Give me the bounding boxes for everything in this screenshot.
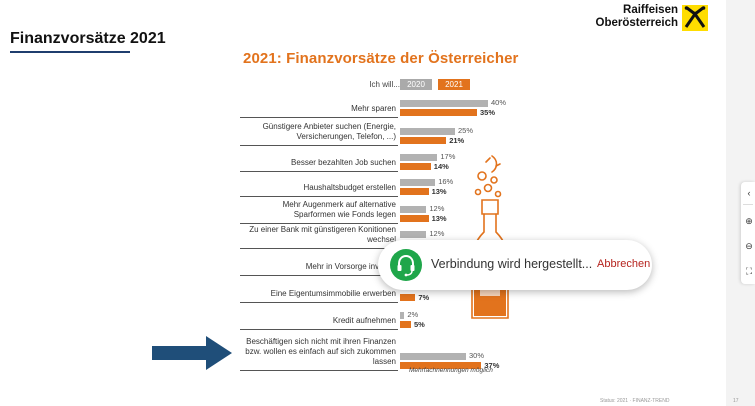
- chart-category-label: Günstigere Anbieter suchen (Energie, Ver…: [262, 122, 396, 141]
- bar-2020: [400, 128, 455, 135]
- bar-2021: [400, 163, 431, 170]
- slide-title: Finanzvorsätze 2021: [10, 30, 166, 47]
- chart-category-row: Besser bezahlten Job suchen: [240, 150, 398, 172]
- chart-category-label: Besser bezahlten Job suchen: [291, 158, 396, 167]
- logo-text: Raiffeisen Oberösterreich: [596, 4, 678, 30]
- chart-category-label: Beschäftigen sich nicht mit ihren Finanz…: [245, 337, 396, 366]
- chart-category-label: Mehr Augenmerk auf alternative Sparforme…: [282, 200, 396, 219]
- zoom-out-icon[interactable]: ⊖: [745, 241, 753, 251]
- bar-2021: [400, 137, 447, 144]
- bar-2020: [400, 179, 436, 186]
- chart-category-row: Günstigere Anbieter suchen (Energie, Ver…: [240, 120, 398, 146]
- bar-2021: [400, 362, 482, 369]
- slide-page-number: 17: [733, 398, 739, 404]
- data-label-2020: 17%: [440, 152, 456, 161]
- chart-category-row: Zu einer Bank mit günstigeren Konitionen…: [240, 225, 398, 249]
- bar-2021: [400, 215, 429, 222]
- chart-category-row: Mehr sparen: [240, 96, 398, 118]
- data-label-2020: 16%: [438, 177, 454, 186]
- data-label-2020: 40%: [491, 98, 507, 107]
- bar-2021: [400, 109, 477, 116]
- chart-title: 2021: Finanzvorsätze der Österreicher: [243, 50, 519, 67]
- fullscreen-icon[interactable]: ⛶: [745, 266, 753, 276]
- chart-category-row: Haushaltsbudget erstellen: [240, 175, 398, 197]
- logo-line-2: Oberösterreich: [595, 17, 678, 29]
- data-label-2021: 13%: [431, 187, 447, 196]
- chart-category-label: Eine Eigentumsimmobilie erwerben: [270, 289, 396, 298]
- cancel-button[interactable]: Abbrechen: [597, 258, 651, 270]
- data-label-2021: 21%: [449, 136, 465, 145]
- raiffeisen-logo: Raiffeisen Oberösterreich: [572, 4, 712, 32]
- collapse-icon[interactable]: ‹: [747, 188, 751, 198]
- bar-2020: [400, 206, 427, 213]
- legend-2021: 2021: [438, 79, 470, 90]
- data-label-2021: 37%: [484, 361, 500, 370]
- data-label-2020: 12%: [429, 204, 445, 213]
- data-label-2020: 2%: [407, 310, 419, 319]
- logo-line-1: Raiffeisen: [623, 4, 678, 16]
- slide-footer-text: Status: 2021 · FINANZ-TREND: [600, 398, 670, 404]
- data-label-2020: 30%: [469, 351, 485, 360]
- chart-header-row: Ich will...: [240, 79, 400, 93]
- chart-category-row: Mehr in Vorsorge investie: [240, 252, 398, 276]
- bar-2021: [400, 188, 429, 195]
- bar-2021: [400, 294, 416, 301]
- bar-2020: [400, 100, 488, 107]
- bar-2021: [400, 321, 411, 328]
- data-label-2021: 14%: [433, 162, 449, 171]
- bar-2020: [400, 312, 405, 319]
- data-label-2020: 12%: [429, 229, 445, 238]
- chart-header-label: Ich will...: [369, 80, 400, 89]
- chart-category-row: Kredit aufnehmen: [240, 308, 398, 330]
- data-label-2021: 5%: [414, 320, 425, 329]
- chart-category-row: Mehr Augenmerk auf alternative Sparforme…: [240, 198, 398, 224]
- chart-category-label: Haushaltsbudget erstellen: [303, 183, 396, 192]
- data-label-2021: 13%: [431, 214, 447, 223]
- data-label-2020: 25%: [458, 126, 474, 135]
- data-label-2021: 7%: [418, 293, 430, 302]
- pointer-arrow-icon: [152, 336, 232, 370]
- chart-category-row: Eine Eigentumsimmobilie erwerben: [240, 281, 398, 303]
- data-label-2021: 35%: [480, 108, 496, 117]
- viewer-side-toolbar: ‹ ⊕ ⊖ ⛶: [741, 182, 755, 284]
- chart-category-label: Zu einer Bank mit günstigeren Konitionen…: [249, 225, 396, 244]
- chart-category-label: Mehr sparen: [351, 104, 396, 113]
- zoom-in-icon[interactable]: ⊕: [745, 216, 753, 226]
- chart-category-label: Mehr in Vorsorge investie: [305, 262, 396, 271]
- champagne-bottle-illustration: [471, 155, 509, 319]
- raiffeisen-gable-cross-icon: [682, 5, 708, 31]
- chart-category-row: Beschäftigen sich nicht mit ihren Finanz…: [240, 335, 398, 371]
- bar-2020: [400, 231, 427, 238]
- title-underline: [10, 51, 130, 53]
- presentation-slide: Finanzvorsätze 2021 Raiffeisen Oberöster…: [0, 0, 726, 406]
- chart-footnote: Mehrfachnennungen möglich: [409, 367, 493, 374]
- bar-2020: [400, 353, 466, 360]
- legend-2020: 2020: [400, 79, 432, 90]
- connection-toast: Verbindung wird hergestellt... Abbrechen: [378, 240, 652, 290]
- chart-category-label: Kredit aufnehmen: [332, 316, 396, 325]
- bar-2020: [400, 154, 438, 161]
- toolbar-divider: [743, 204, 753, 205]
- connection-status-text: Verbindung wird hergestellt...: [431, 257, 593, 271]
- headset-icon: [390, 249, 422, 281]
